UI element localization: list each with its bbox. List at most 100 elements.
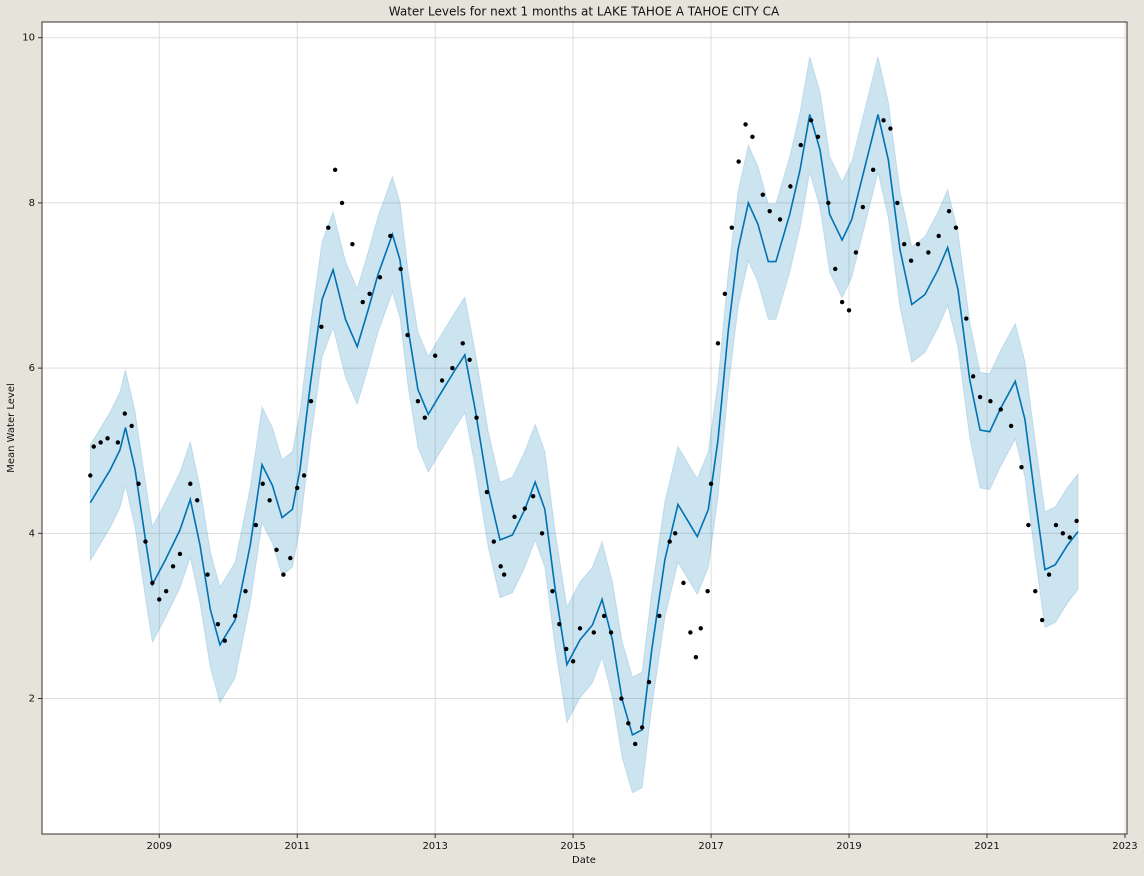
observed-point bbox=[688, 630, 693, 635]
observed-point bbox=[539, 531, 545, 536]
y-tick-label: 10 bbox=[22, 33, 35, 44]
observed-point bbox=[188, 481, 193, 486]
observed-point bbox=[681, 580, 686, 586]
observed-point bbox=[388, 233, 393, 239]
observed-point bbox=[632, 741, 638, 747]
observed-point bbox=[319, 324, 324, 330]
observed-point bbox=[88, 473, 93, 478]
observed-point bbox=[964, 316, 969, 321]
observed-point bbox=[439, 378, 445, 383]
observed-point bbox=[639, 725, 645, 730]
y-axis-label: Mean Water Level bbox=[6, 383, 17, 473]
y-tick-label: 8 bbox=[29, 198, 35, 209]
observed-point bbox=[826, 200, 831, 206]
observed-point bbox=[222, 638, 227, 643]
observed-point bbox=[1060, 531, 1066, 536]
observed-point bbox=[953, 225, 959, 230]
y-tick-label: 6 bbox=[29, 363, 35, 374]
observed-point bbox=[308, 398, 314, 404]
observed-point bbox=[260, 481, 265, 486]
observed-point bbox=[157, 597, 162, 602]
observed-point bbox=[970, 374, 976, 379]
observed-point bbox=[1067, 535, 1072, 540]
observed-point bbox=[530, 493, 536, 499]
observed-point bbox=[798, 142, 803, 148]
plot-layer bbox=[88, 56, 1079, 794]
observed-point bbox=[619, 696, 624, 701]
observed-point bbox=[170, 564, 176, 569]
observed-point bbox=[295, 485, 300, 491]
observed-point bbox=[557, 621, 562, 627]
observed-point bbox=[646, 679, 652, 685]
observed-point bbox=[115, 440, 121, 445]
observed-point bbox=[143, 539, 148, 544]
observed-point bbox=[853, 250, 859, 255]
observed-point bbox=[750, 134, 755, 140]
x-tick-label: 2019 bbox=[836, 841, 861, 852]
y-tick-label: 4 bbox=[29, 528, 35, 539]
observed-point bbox=[570, 659, 576, 664]
observed-point bbox=[377, 275, 383, 280]
observed-point bbox=[281, 572, 286, 577]
observed-point bbox=[839, 299, 845, 305]
observed-point bbox=[460, 341, 465, 346]
observed-point bbox=[693, 655, 699, 660]
observed-point bbox=[788, 184, 793, 189]
observed-point bbox=[577, 626, 583, 631]
observed-point bbox=[512, 514, 517, 519]
observed-point bbox=[350, 242, 355, 247]
observed-point bbox=[767, 208, 772, 214]
observed-point bbox=[550, 588, 555, 594]
observed-point bbox=[136, 481, 141, 486]
x-tick-label: 2023 bbox=[1112, 841, 1137, 852]
observed-point bbox=[491, 539, 496, 544]
chart-title: Water Levels for next 1 months at LAKE T… bbox=[389, 5, 780, 19]
observed-point bbox=[998, 407, 1003, 412]
observed-point bbox=[339, 200, 345, 206]
uncertainty-band bbox=[89, 56, 1079, 794]
observed-point bbox=[150, 580, 155, 586]
observed-point bbox=[657, 613, 662, 619]
observed-point bbox=[729, 225, 734, 230]
observed-point bbox=[122, 411, 127, 416]
observed-point bbox=[860, 204, 866, 210]
x-tick-label: 2013 bbox=[422, 841, 447, 852]
observed-point bbox=[926, 250, 931, 255]
observed-point bbox=[608, 630, 614, 635]
observed-point bbox=[988, 398, 993, 404]
observed-point bbox=[977, 394, 983, 400]
observed-point bbox=[163, 588, 169, 594]
x-tick-label: 2011 bbox=[284, 841, 309, 852]
observed-point bbox=[673, 531, 678, 536]
x-tick-label: 2021 bbox=[974, 841, 999, 852]
observed-point bbox=[232, 613, 238, 619]
observed-point bbox=[895, 200, 900, 206]
observed-point bbox=[105, 436, 110, 441]
observed-point bbox=[667, 539, 672, 544]
observed-point bbox=[326, 225, 331, 230]
observed-point bbox=[194, 498, 200, 503]
observed-point bbox=[215, 621, 221, 627]
observed-point bbox=[405, 332, 410, 338]
observed-point bbox=[1019, 465, 1024, 470]
observed-point bbox=[432, 353, 438, 358]
observed-point bbox=[301, 473, 307, 478]
observed-point bbox=[205, 572, 210, 577]
observed-point bbox=[501, 572, 507, 577]
observed-point bbox=[484, 489, 490, 495]
observed-point bbox=[808, 118, 814, 123]
observed-point bbox=[274, 547, 279, 553]
observed-point bbox=[398, 266, 403, 272]
observed-point bbox=[91, 444, 96, 449]
observed-point bbox=[177, 551, 183, 557]
observed-point bbox=[1008, 423, 1014, 429]
observed-point bbox=[777, 217, 783, 222]
observed-point bbox=[243, 588, 248, 594]
observed-point bbox=[846, 308, 852, 313]
observed-point bbox=[815, 134, 821, 140]
observed-point bbox=[591, 630, 597, 635]
observed-point bbox=[888, 126, 893, 131]
grid bbox=[42, 22, 1127, 834]
